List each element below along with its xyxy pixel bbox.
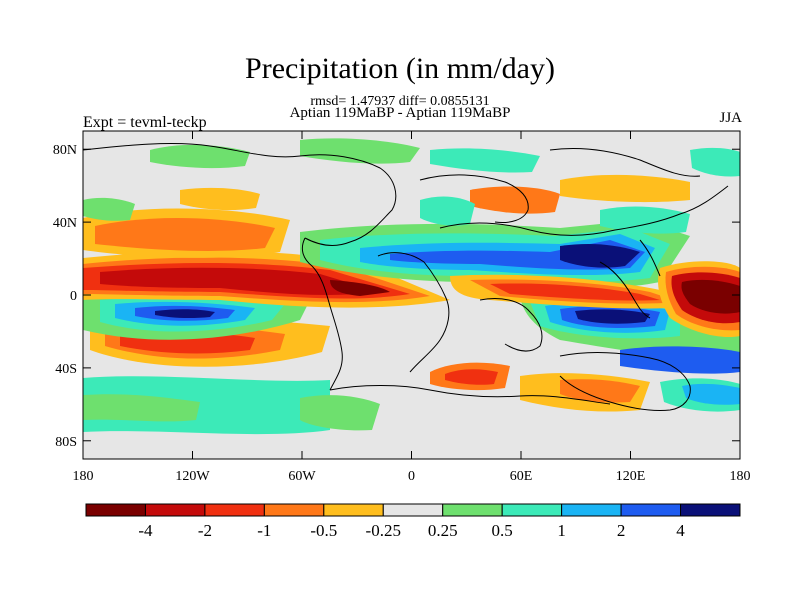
x-tick-label: 120E (616, 469, 646, 484)
x-tick-label: 0 (408, 469, 415, 484)
colorbar-swatch (442, 503, 503, 517)
colorbar-swatch (680, 503, 741, 517)
field-patch (330, 280, 390, 296)
field-patch (682, 383, 740, 405)
coastline (83, 142, 397, 246)
y-tick-group: 80N 40N 0 40S 80S (53, 143, 740, 450)
field-patch (470, 186, 560, 214)
colorbar-label: -1 (257, 521, 271, 540)
coastline (439, 185, 729, 236)
x-tick-group: 180 120W 60W 0 60E 120E 180 (73, 131, 751, 484)
y-tick-label: 40N (53, 216, 77, 231)
colorbar-swatch (501, 503, 563, 517)
colorbar-swatch (323, 503, 384, 517)
field-patch (445, 369, 498, 385)
colorbar-swatch (561, 503, 622, 517)
colorbar-swatch (144, 503, 206, 517)
coastline (479, 298, 543, 352)
colorbar-swatch (382, 503, 444, 517)
colorbar-label: 4 (676, 521, 685, 540)
colorbar: -4 -2 -1 -0.5 -0.25 0.25 0.5 1 2 4 (85, 503, 741, 540)
y-tick-label: 0 (70, 289, 77, 304)
field-layer (83, 131, 740, 459)
x-tick-label: 180 (730, 469, 751, 484)
field-patch (430, 148, 540, 173)
stats-line: rmsd= 1.47937 diff= 0.0855131 (310, 94, 490, 109)
field-patch (300, 395, 380, 431)
coastline (301, 237, 343, 391)
field-patch (690, 147, 740, 177)
colorbar-label: 0.5 (492, 521, 513, 540)
field-patch (95, 217, 275, 251)
x-tick-label: 180 (73, 469, 94, 484)
field-patch (560, 244, 640, 268)
field-patch (560, 174, 690, 203)
colorbar-swatch (263, 503, 325, 517)
coastline (377, 252, 450, 373)
colorbar-swatch (85, 503, 146, 517)
colorbar-label: -4 (138, 521, 153, 540)
field-patch (560, 379, 640, 403)
season-label: JJA (719, 110, 742, 126)
field-patch (180, 187, 260, 211)
field-patch (420, 196, 475, 226)
x-tick-label: 60E (510, 469, 533, 484)
x-tick-label: 60W (288, 469, 316, 484)
field-patch (300, 138, 420, 164)
colorbar-label: 1 (557, 521, 566, 540)
field-patch (575, 309, 650, 324)
colorbar-label: 0.25 (428, 521, 458, 540)
y-tick-label: 80N (53, 143, 77, 158)
coastline (599, 261, 651, 319)
field-patch (100, 267, 380, 295)
experiment-subtitle: Aptian 119MaBP - Aptian 119MaBP (289, 105, 511, 121)
field-patch (600, 206, 690, 234)
field-patch (83, 197, 135, 221)
colorbar-swatch (204, 503, 265, 517)
coastline (549, 148, 701, 177)
field-patch (155, 309, 215, 319)
expt-label: Expt = tevml-teckp (83, 114, 207, 131)
coastline (639, 239, 661, 277)
colorbar-label: 2 (617, 521, 626, 540)
map-title: Precipitation (in mm/day) (245, 52, 555, 85)
field-patch (83, 394, 200, 422)
y-tick-label: 40S (55, 362, 77, 377)
colorbar-swatch (620, 503, 682, 517)
field-patch (490, 283, 660, 301)
coastline (559, 351, 691, 411)
colorbar-label: -0.25 (366, 521, 401, 540)
field-patch (150, 144, 250, 169)
x-tick-label: 120W (175, 469, 210, 484)
coastline (329, 385, 611, 405)
field-patch (620, 346, 740, 374)
colorbar-label: -2 (198, 521, 212, 540)
colorbar-label: -0.5 (310, 521, 337, 540)
coastline (419, 174, 529, 223)
y-tick-label: 80S (55, 435, 77, 450)
coastline-layer (83, 142, 729, 411)
field-patch (681, 279, 740, 314)
